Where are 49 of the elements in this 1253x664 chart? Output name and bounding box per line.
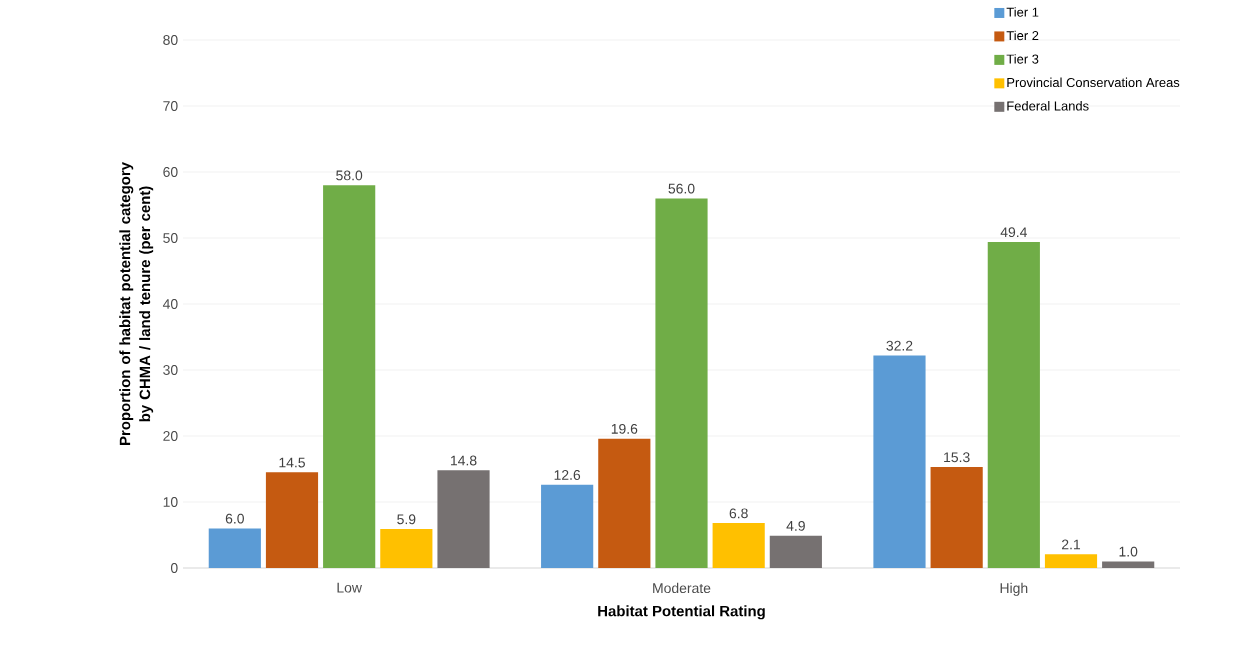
x-axis-title: Habitat Potential Rating bbox=[598, 605, 765, 620]
legend-label: Tier 1 bbox=[1006, 7, 1039, 17]
bar bbox=[380, 529, 433, 568]
data-label: 14.5 bbox=[279, 457, 305, 468]
bar bbox=[323, 185, 376, 568]
y-tick-label: 10 bbox=[163, 497, 178, 507]
y-tick-label: 20 bbox=[163, 431, 178, 441]
bar bbox=[769, 535, 822, 568]
bar bbox=[873, 355, 926, 568]
bar bbox=[598, 438, 651, 568]
data-label: 32.2 bbox=[886, 340, 913, 351]
y-tick-label: 80 bbox=[163, 35, 178, 45]
bar bbox=[265, 472, 319, 568]
data-label: 58.0 bbox=[336, 170, 363, 181]
x-tick-label: High bbox=[1000, 582, 1028, 596]
x-tick-label: Moderate bbox=[653, 582, 711, 594]
bar bbox=[437, 470, 490, 568]
data-label: 1.0 bbox=[1119, 546, 1138, 557]
bar bbox=[712, 523, 765, 568]
y-tick-label: 40 bbox=[162, 299, 178, 309]
data-label: 4.9 bbox=[786, 520, 805, 531]
data-label: 19.6 bbox=[611, 423, 638, 434]
bar bbox=[541, 484, 594, 568]
y-tick-label: 0 bbox=[170, 563, 178, 573]
bar bbox=[987, 241, 1040, 568]
legend-label: Tier 2 bbox=[1006, 30, 1039, 41]
bar bbox=[930, 467, 983, 568]
bar bbox=[208, 528, 261, 568]
y-tick-label: 30 bbox=[163, 365, 178, 375]
bar bbox=[1102, 561, 1155, 568]
data-label: 15.3 bbox=[944, 452, 970, 463]
data-label: 6.0 bbox=[225, 513, 244, 524]
y-axis-title: Proportion of habitat potential category by CHMA / land tenure (per cent) bbox=[119, 162, 154, 445]
y-tick-label: 70 bbox=[163, 101, 178, 111]
bar bbox=[655, 198, 708, 568]
legend-label: Provincial Conservation Areas bbox=[1007, 77, 1180, 88]
bar bbox=[1044, 554, 1098, 568]
x-tick-label: Low bbox=[337, 582, 362, 593]
legend-label: Tier 3 bbox=[1006, 54, 1039, 64]
legend-label: Federal Lands bbox=[1007, 101, 1089, 111]
y-tick-label: 50 bbox=[163, 233, 178, 243]
y-tick-label: 60 bbox=[163, 167, 178, 177]
data-label: 49.4 bbox=[1000, 227, 1027, 238]
data-label: 14.8 bbox=[451, 455, 477, 466]
data-label: 12.6 bbox=[554, 470, 581, 480]
data-label: 6.8 bbox=[729, 508, 748, 519]
data-label: 2.1 bbox=[1062, 539, 1081, 550]
data-label: 5.9 bbox=[397, 514, 416, 525]
data-label: 56.0 bbox=[668, 183, 695, 194]
